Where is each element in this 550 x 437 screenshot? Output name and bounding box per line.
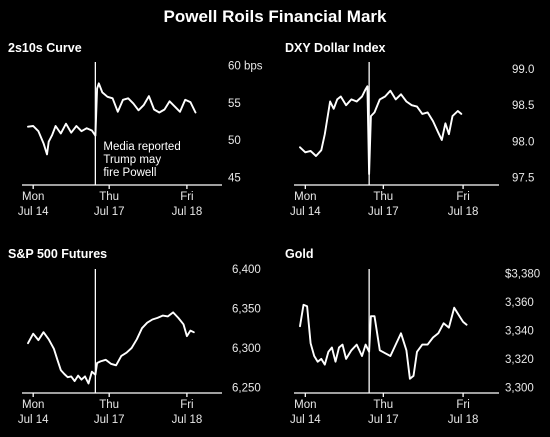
- x-tick-label-day: Thu: [99, 191, 119, 203]
- x-tick-label-date: Jul 14: [290, 206, 321, 218]
- y-tick-label: 3,360: [505, 297, 534, 309]
- x-tick-label-date: Jul 17: [94, 414, 125, 426]
- series-line-spx-futures: [27, 311, 195, 385]
- x-tick-label-day: Fri: [180, 191, 193, 203]
- panel-title: DXY Dollar Index: [285, 41, 386, 55]
- x-tick-label-day: Mon: [294, 399, 316, 411]
- panel-title: 2s10s Curve: [8, 41, 82, 55]
- x-tick-label-date: Jul 17: [94, 206, 125, 218]
- panel-title: S&P 500 Futures: [8, 247, 107, 261]
- x-tick-label-day: Thu: [373, 399, 393, 411]
- series-line-dxy: [299, 85, 463, 176]
- x-tick-label-day: Mon: [22, 399, 44, 411]
- x-tick-label-date: Jul 17: [368, 206, 399, 218]
- page-title: Powell Roils Financial Mark: [164, 7, 387, 26]
- y-tick-label: 6,350: [232, 303, 261, 315]
- event-annotation-line: Media reported: [103, 141, 180, 153]
- x-tick-label-date: Jul 14: [18, 414, 49, 426]
- panel-dxy: DXY Dollar Index Mon Jul 14 Thu Jul 17 Fri Jul…: [285, 41, 534, 218]
- series-line-curve-2s10s: [27, 82, 197, 156]
- y-tick-label: 3,300: [505, 382, 534, 394]
- y-tick-label: 6,250: [232, 382, 261, 394]
- x-tick-label-day: Mon: [294, 191, 316, 203]
- y-tick-label: 97.5: [512, 173, 534, 185]
- x-tick-label-day: Thu: [99, 399, 119, 411]
- x-tick-label-date: Jul 18: [172, 206, 203, 218]
- y-tick-label: 3,340: [505, 325, 534, 337]
- x-tick-label-day: Fri: [456, 399, 469, 411]
- y-tick-label: 98.0: [512, 136, 534, 148]
- panel-title: Gold: [285, 247, 313, 261]
- x-tick-label-day: Fri: [180, 399, 193, 411]
- event-annotation-line: Trump may: [103, 154, 161, 166]
- panel-spx-futures: S&P 500 Futures Mon Jul 14 Thu Jul 17 Fri Jul …: [8, 247, 261, 426]
- y-tick-label: 98.5: [512, 100, 534, 112]
- x-tick-label-day: Fri: [456, 191, 469, 203]
- x-tick-label-date: Jul 17: [368, 414, 399, 426]
- x-tick-label-date: Jul 18: [448, 206, 479, 218]
- x-tick-label-day: Thu: [373, 191, 393, 203]
- y-tick-label: 60 bps: [228, 60, 263, 72]
- panel-gold: Gold Mon Jul 14 Thu Jul 17 Fri Jul 18 3,300 3,32…: [285, 247, 540, 426]
- y-tick-label: 99.0: [512, 64, 534, 76]
- y-tick-label: 50: [228, 135, 241, 147]
- y-tick-label: 6,300: [232, 343, 261, 355]
- x-tick-label-day: Mon: [22, 191, 44, 203]
- y-tick-label: 6,400: [232, 264, 261, 276]
- x-tick-label-date: Jul 18: [448, 414, 479, 426]
- event-annotation-line: fire Powell: [103, 167, 156, 179]
- panel-curve-2s10s: 2s10s Curve Mon Jul 14 Thu Jul 17 Fri Jul 18 45…: [8, 41, 263, 218]
- series-line-gold: [299, 303, 468, 380]
- x-tick-label-date: Jul 14: [290, 414, 321, 426]
- y-tick-label: 55: [228, 98, 241, 110]
- y-tick-label: $3,380: [505, 269, 540, 281]
- y-tick-label: 45: [228, 173, 241, 185]
- x-tick-label-date: Jul 14: [18, 206, 49, 218]
- x-tick-label-date: Jul 18: [172, 414, 203, 426]
- y-tick-label: 3,320: [505, 354, 534, 366]
